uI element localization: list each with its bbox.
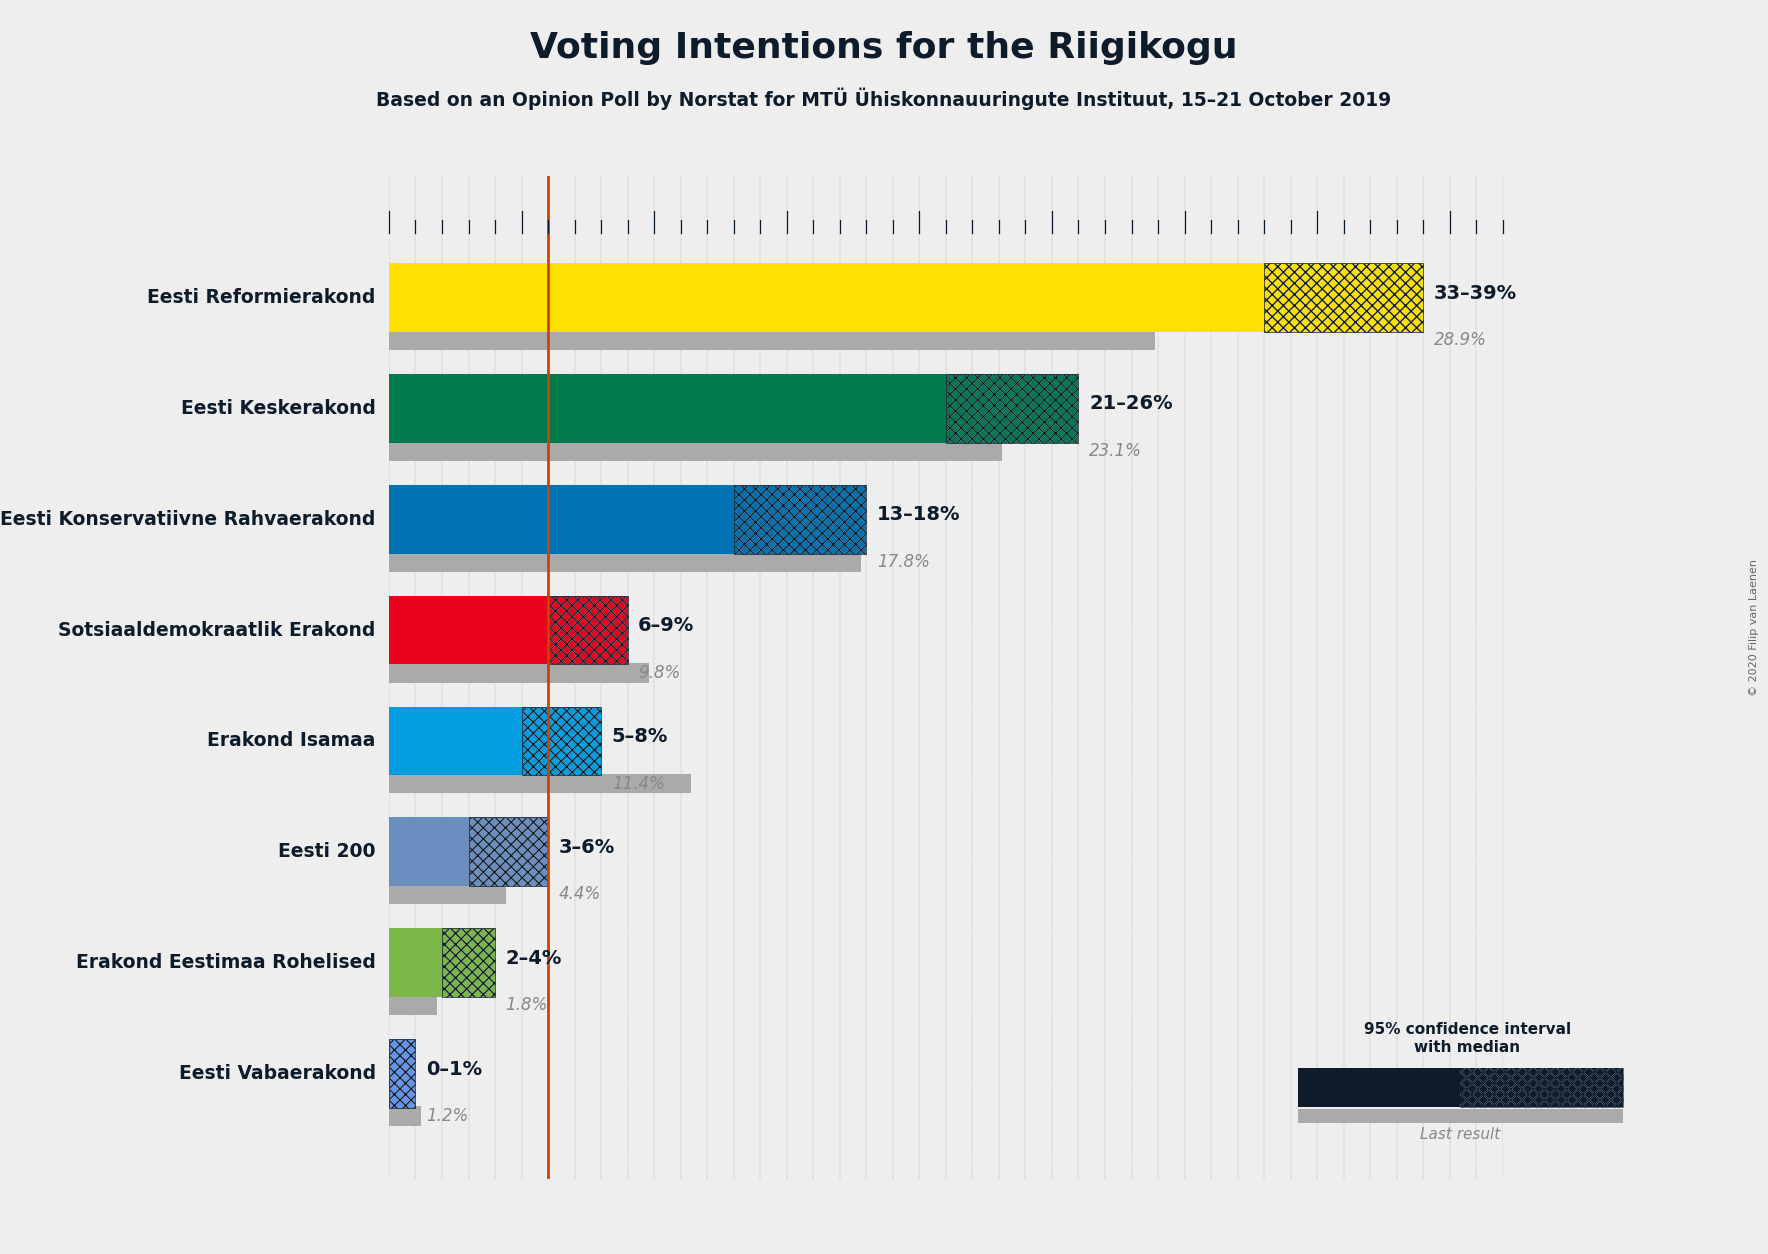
Bar	[548, 596, 628, 665]
Bar	[946, 374, 1078, 443]
Bar	[389, 662, 649, 682]
Text: Eesti Reformierakond: Eesti Reformierakond	[147, 288, 377, 307]
Bar	[389, 818, 469, 887]
Text: Eesti Konservatiivne Rahvaerakond: Eesti Konservatiivne Rahvaerakond	[0, 509, 377, 529]
Text: Erakond Eestimaa Rohelised: Erakond Eestimaa Rohelised	[76, 953, 377, 972]
Text: 3–6%: 3–6%	[559, 838, 615, 856]
Bar	[946, 374, 1078, 443]
Text: © 2020 Filip van Laenen: © 2020 Filip van Laenen	[1749, 558, 1759, 696]
Bar	[389, 1106, 421, 1126]
Bar	[389, 263, 1264, 332]
Text: 1.8%: 1.8%	[506, 996, 548, 1014]
Text: 23.1%: 23.1%	[1089, 441, 1142, 460]
Text: Based on an Opinion Poll by Norstat for MTÜ Ühiskonnauuringute Instituut, 15–21 : Based on an Opinion Poll by Norstat for …	[377, 88, 1391, 110]
Text: 28.9%: 28.9%	[1434, 331, 1487, 349]
Bar	[1460, 1068, 1623, 1107]
Text: 11.4%: 11.4%	[612, 775, 665, 793]
Bar	[389, 774, 691, 794]
Bar	[734, 485, 866, 553]
Bar	[522, 706, 601, 775]
Bar	[389, 706, 522, 775]
Bar	[734, 485, 866, 553]
Bar	[1264, 263, 1423, 332]
Text: 9.8%: 9.8%	[638, 663, 681, 682]
Bar	[1298, 1109, 1623, 1124]
Bar	[469, 818, 548, 887]
Text: 2–4%: 2–4%	[506, 949, 562, 968]
Bar	[469, 818, 548, 887]
Bar	[389, 1040, 415, 1107]
Bar	[442, 928, 495, 997]
Bar	[522, 706, 601, 775]
Text: 0–1%: 0–1%	[426, 1060, 483, 1078]
Bar	[389, 441, 1001, 461]
Bar	[389, 330, 1156, 350]
Bar	[522, 706, 601, 775]
Bar	[389, 1040, 415, 1107]
Bar	[946, 374, 1078, 443]
Text: Sotsiaaldemokraatlik Erakond: Sotsiaaldemokraatlik Erakond	[58, 621, 377, 640]
Bar	[389, 996, 437, 1016]
Bar	[389, 1040, 415, 1107]
Text: 6–9%: 6–9%	[638, 616, 695, 635]
Bar	[734, 485, 866, 553]
Text: Erakond Isamaa: Erakond Isamaa	[207, 731, 377, 750]
Bar	[442, 928, 495, 997]
Bar	[389, 485, 734, 553]
Text: 1.2%: 1.2%	[426, 1107, 469, 1125]
Text: 4.4%: 4.4%	[559, 885, 601, 903]
Text: 17.8%: 17.8%	[877, 553, 930, 571]
Bar	[548, 596, 628, 665]
Bar	[389, 374, 946, 443]
Bar	[548, 596, 628, 665]
Text: 5–8%: 5–8%	[612, 727, 668, 746]
Text: Last result: Last result	[1420, 1126, 1501, 1141]
Text: Eesti Vabaerakond: Eesti Vabaerakond	[179, 1063, 377, 1083]
Bar	[469, 818, 548, 887]
Text: Eesti 200: Eesti 200	[278, 843, 377, 861]
Text: Voting Intentions for the Riigikogu: Voting Intentions for the Riigikogu	[530, 31, 1238, 65]
Bar	[1264, 263, 1423, 332]
Bar	[1298, 1068, 1460, 1107]
Bar	[1264, 263, 1423, 332]
Bar	[389, 884, 506, 904]
Bar	[389, 928, 442, 997]
Text: 13–18%: 13–18%	[877, 505, 960, 524]
Text: 33–39%: 33–39%	[1434, 283, 1517, 302]
Text: 95% confidence interval
with median: 95% confidence interval with median	[1363, 1022, 1572, 1055]
Bar	[442, 928, 495, 997]
Bar	[389, 596, 548, 665]
Bar	[389, 552, 861, 572]
Bar	[1460, 1068, 1623, 1107]
Text: 21–26%: 21–26%	[1089, 395, 1172, 414]
Text: Eesti Keskerakond: Eesti Keskerakond	[180, 399, 377, 418]
